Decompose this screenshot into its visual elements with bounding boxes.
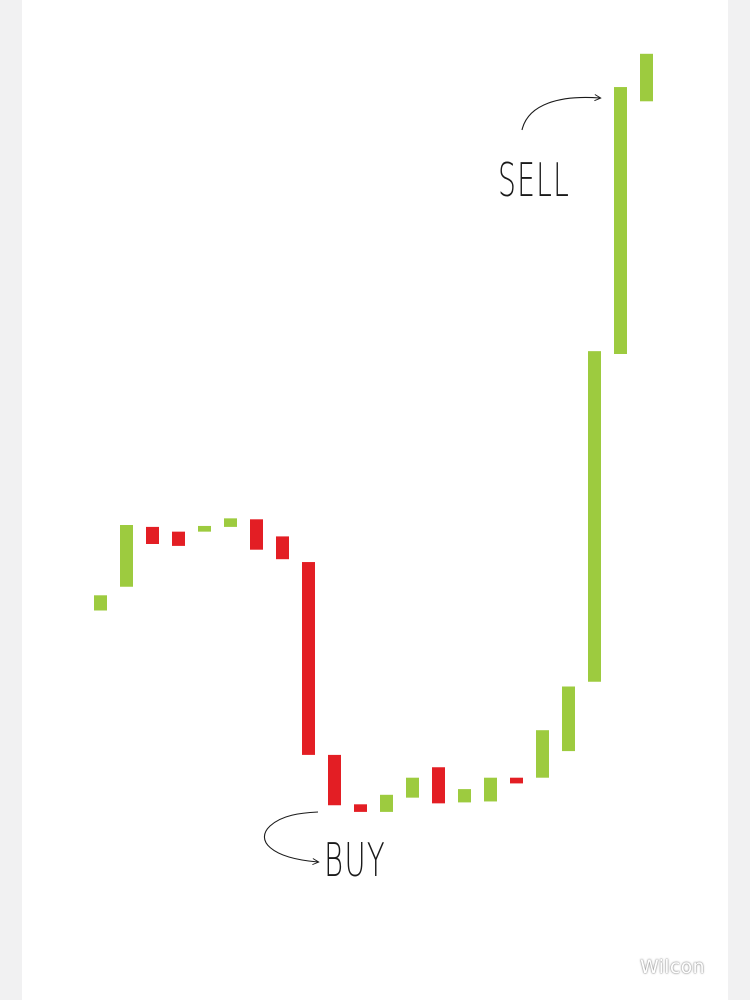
candle-12 [380,794,393,812]
candle-6 [224,518,237,527]
poster-background [22,0,728,1000]
candle-16 [484,777,497,802]
candle-7 [250,519,263,550]
candle-21 [614,87,627,355]
candle-15 [458,789,471,803]
candle-1 [94,595,107,611]
candle-5 [198,525,211,532]
candle-22 [640,53,653,102]
candle-14 [432,767,445,804]
buy-label: BUY [324,833,386,887]
candle-11 [354,804,367,812]
sell-arrow [521,97,600,131]
candle-17 [510,777,523,784]
candle-20 [588,351,601,682]
candle-18 [536,730,549,778]
candle-13 [406,777,419,798]
watermark: Wilcon [640,956,705,978]
candle-3 [146,526,159,544]
candle-19 [562,686,575,752]
candle-10 [328,754,341,806]
candles-group [94,53,653,812]
buy-arrow [264,811,318,862]
candle-2 [120,525,133,587]
candle-4 [172,531,185,546]
candle-8 [276,536,289,560]
sell-label: SELL [498,153,570,207]
candle-9 [302,562,315,755]
